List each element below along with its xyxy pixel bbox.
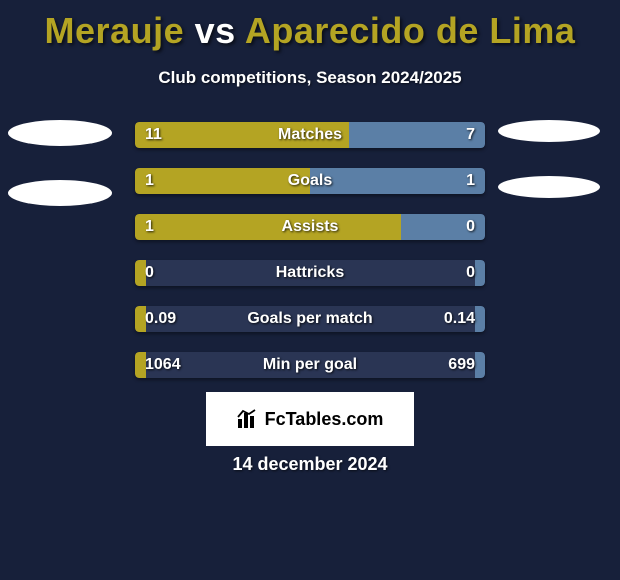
bar-left-fill bbox=[135, 214, 401, 240]
stat-row: Assists10 bbox=[135, 214, 485, 240]
bar-right-fill bbox=[401, 214, 485, 240]
bar-track bbox=[135, 352, 485, 378]
stat-row: Goals11 bbox=[135, 168, 485, 194]
bar-left-fill bbox=[135, 306, 146, 332]
stat-row: Matches117 bbox=[135, 122, 485, 148]
bar-left-fill bbox=[135, 122, 349, 148]
stat-row: Hattricks00 bbox=[135, 260, 485, 286]
player2-marker bbox=[498, 120, 600, 142]
player2-markers bbox=[498, 120, 600, 198]
bar-track bbox=[135, 260, 485, 286]
player2-name: Aparecido de Lima bbox=[245, 10, 576, 51]
stat-row: Min per goal1064699 bbox=[135, 352, 485, 378]
bar-left-fill bbox=[135, 260, 146, 286]
bar-right-fill bbox=[310, 168, 485, 194]
date: 14 december 2024 bbox=[0, 454, 620, 475]
subtitle: Club competitions, Season 2024/2025 bbox=[0, 68, 620, 88]
bar-right-fill bbox=[349, 122, 486, 148]
bar-right-fill bbox=[475, 260, 486, 286]
bar-track bbox=[135, 306, 485, 332]
player2-marker bbox=[498, 176, 600, 198]
comparison-title: Merauje vs Aparecido de Lima bbox=[0, 0, 620, 52]
vs-label: vs bbox=[195, 10, 236, 51]
player1-marker bbox=[8, 180, 112, 206]
player1-marker bbox=[8, 120, 112, 146]
bar-left-fill bbox=[135, 352, 146, 378]
stat-row: Goals per match0.090.14 bbox=[135, 306, 485, 332]
player1-markers bbox=[8, 120, 112, 206]
bar-left-fill bbox=[135, 168, 310, 194]
chart-bars-icon bbox=[237, 409, 259, 429]
fctables-logo: FcTables.com bbox=[206, 392, 414, 446]
stats-bars: Matches117 Goals11 Assists10 Hattricks00 Goa… bbox=[135, 122, 485, 378]
bar-right-fill bbox=[475, 306, 486, 332]
logo-text: FcTables.com bbox=[265, 409, 384, 430]
player1-name: Merauje bbox=[45, 10, 185, 51]
bar-right-fill bbox=[475, 352, 486, 378]
